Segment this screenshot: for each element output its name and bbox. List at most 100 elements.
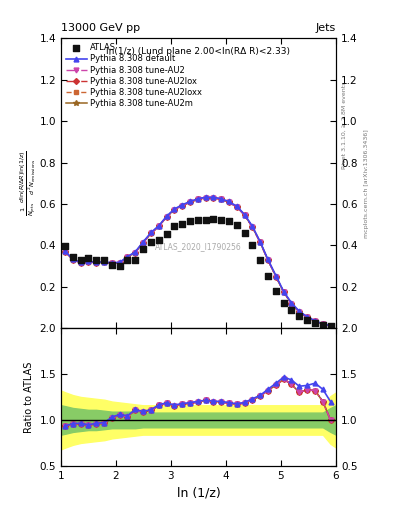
Pythia 8.308 tune-AU2loxx [125,254,130,260]
Pythia 8.308 tune-AU2loxx [211,195,216,201]
Pythia 8.308 tune-AU2 [86,259,91,265]
Pythia 8.308 tune-AU2 [258,239,263,245]
Pythia 8.308 tune-AU2m [305,314,309,320]
Pythia 8.308 tune-AU2lox [78,260,83,266]
Pythia 8.308 tune-AU2 [102,259,107,265]
Pythia 8.308 tune-AU2 [219,196,223,202]
Pythia 8.308 default [313,318,318,324]
Pythia 8.308 tune-AU2loxx [149,230,154,237]
ATLAS [242,229,248,237]
Pythia 8.308 default [125,253,130,260]
Line: Pythia 8.308 default: Pythia 8.308 default [63,195,333,328]
Y-axis label: $\frac{1}{N_{\rm jets}}\frac{d\ln(R/\Delta R)\ln(1/z)}{d^2 N_{\rm emissions}}$: $\frac{1}{N_{\rm jets}}\frac{d\ln(R/\Del… [18,150,38,216]
Pythia 8.308 tune-AU2loxx [203,195,208,201]
Pythia 8.308 tune-AU2lox [242,212,247,218]
Pythia 8.308 tune-AU2loxx [94,260,99,266]
Pythia 8.308 tune-AU2lox [94,260,99,266]
Pythia 8.308 tune-AU2m [63,249,68,255]
ATLAS [85,253,92,262]
ATLAS [77,255,84,264]
Pythia 8.308 tune-AU2 [265,257,270,263]
Legend: ATLAS, Pythia 8.308 default, Pythia 8.308 tune-AU2, Pythia 8.308 tune-AU2lox, Py: ATLAS, Pythia 8.308 default, Pythia 8.30… [64,42,204,110]
Pythia 8.308 default [265,256,270,262]
Pythia 8.308 tune-AU2 [305,314,309,320]
ATLAS [140,245,146,253]
Pythia 8.308 default [328,323,333,329]
Pythia 8.308 tune-AU2m [94,260,99,266]
Pythia 8.308 tune-AU2lox [297,309,301,315]
Pythia 8.308 tune-AU2 [289,301,294,307]
Line: Pythia 8.308 tune-AU2loxx: Pythia 8.308 tune-AU2loxx [63,196,332,328]
Pythia 8.308 tune-AU2loxx [86,259,91,265]
Pythia 8.308 tune-AU2m [274,273,278,280]
ATLAS [132,255,138,264]
Pythia 8.308 default [226,198,231,204]
Pythia 8.308 tune-AU2m [219,196,223,202]
Pythia 8.308 tune-AU2loxx [172,207,176,213]
Pythia 8.308 tune-AU2m [235,204,239,210]
Pythia 8.308 tune-AU2m [250,224,255,230]
ATLAS [249,241,255,249]
Pythia 8.308 default [274,273,278,279]
Pythia 8.308 tune-AU2lox [172,207,176,213]
Pythia 8.308 tune-AU2m [203,195,208,201]
Pythia 8.308 tune-AU2lox [281,289,286,295]
Pythia 8.308 default [71,257,75,263]
ATLAS [124,255,130,264]
X-axis label: ln (1/z): ln (1/z) [176,486,220,499]
Pythia 8.308 tune-AU2lox [328,323,333,329]
Pythia 8.308 tune-AU2m [164,214,169,220]
Pythia 8.308 tune-AU2lox [289,301,294,307]
ATLAS [93,255,99,264]
Pythia 8.308 tune-AU2 [242,212,247,218]
ATLAS [327,322,334,330]
Pythia 8.308 default [156,223,161,229]
Pythia 8.308 tune-AU2lox [110,261,114,267]
Pythia 8.308 tune-AU2 [274,273,278,280]
ATLAS [195,217,201,225]
ATLAS [210,216,217,224]
Pythia 8.308 tune-AU2lox [125,254,130,260]
Line: Pythia 8.308 tune-AU2: Pythia 8.308 tune-AU2 [63,195,333,328]
Pythia 8.308 default [203,194,208,200]
Pythia 8.308 default [242,211,247,218]
Pythia 8.308 tune-AU2m [156,223,161,229]
Pythia 8.308 default [235,203,239,209]
Pythia 8.308 tune-AU2m [172,207,176,213]
Pythia 8.308 default [188,198,193,204]
Pythia 8.308 tune-AU2loxx [313,318,318,324]
Pythia 8.308 tune-AU2 [110,261,114,267]
Pythia 8.308 tune-AU2m [102,259,107,265]
ATLAS [288,306,295,314]
Pythia 8.308 tune-AU2m [258,239,263,245]
Text: ATLAS_2020_I1790256: ATLAS_2020_I1790256 [155,242,242,251]
ATLAS [296,311,302,319]
ATLAS [163,230,170,238]
ATLAS [257,255,263,264]
Pythia 8.308 default [172,206,176,212]
Pythia 8.308 tune-AU2loxx [219,196,223,202]
ATLAS [273,287,279,295]
Pythia 8.308 tune-AU2lox [141,240,145,246]
Pythia 8.308 tune-AU2lox [305,314,309,320]
Pythia 8.308 tune-AU2 [297,309,301,315]
Pythia 8.308 tune-AU2lox [320,321,325,327]
Line: Pythia 8.308 tune-AU2lox: Pythia 8.308 tune-AU2lox [63,196,332,328]
Pythia 8.308 tune-AU2m [71,257,75,263]
Pythia 8.308 default [180,202,184,208]
Pythia 8.308 tune-AU2loxx [156,223,161,229]
Pythia 8.308 tune-AU2loxx [141,240,145,246]
Pythia 8.308 tune-AU2m [226,199,231,205]
ATLAS [156,236,162,244]
Pythia 8.308 tune-AU2loxx [78,260,83,266]
ATLAS [117,262,123,270]
Pythia 8.308 default [63,248,68,254]
Pythia 8.308 tune-AU2loxx [250,224,255,230]
Pythia 8.308 default [258,239,263,245]
Text: mcplots.cern.ch [arXiv:1306.3436]: mcplots.cern.ch [arXiv:1306.3436] [364,129,369,238]
Pythia 8.308 default [149,229,154,236]
Pythia 8.308 tune-AU2lox [235,204,239,210]
Pythia 8.308 default [118,259,122,265]
Pythia 8.308 default [281,289,286,295]
Pythia 8.308 tune-AU2loxx [71,257,75,263]
